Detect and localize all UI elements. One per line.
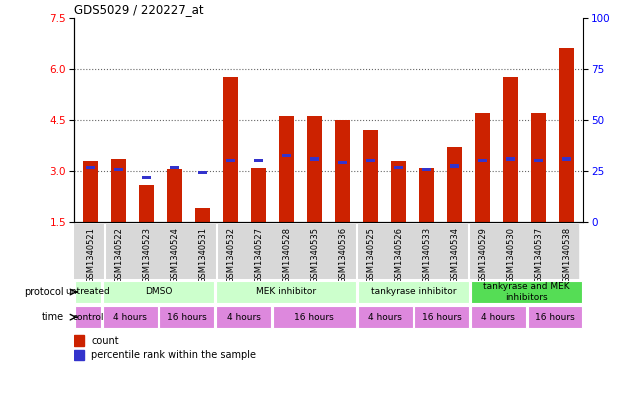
Bar bbox=[83, 161, 98, 222]
Bar bbox=[198, 171, 207, 174]
Bar bbox=[562, 157, 571, 161]
Bar bbox=[167, 169, 182, 222]
Bar bbox=[195, 208, 210, 222]
Text: 4 hours: 4 hours bbox=[481, 313, 515, 321]
Text: count: count bbox=[92, 336, 119, 345]
Bar bbox=[254, 159, 263, 162]
Bar bbox=[139, 185, 154, 222]
Bar bbox=[74, 335, 85, 346]
Bar bbox=[74, 306, 101, 329]
Bar bbox=[170, 166, 179, 169]
Text: time: time bbox=[42, 312, 63, 322]
Bar bbox=[111, 159, 126, 222]
Bar bbox=[223, 77, 238, 222]
Bar bbox=[272, 306, 356, 329]
Bar bbox=[559, 48, 574, 222]
Bar bbox=[358, 306, 413, 329]
Text: GSM1340531: GSM1340531 bbox=[198, 227, 207, 283]
Bar bbox=[394, 166, 403, 169]
Bar bbox=[531, 113, 546, 222]
Bar bbox=[363, 130, 378, 222]
Text: GSM1340529: GSM1340529 bbox=[478, 227, 487, 283]
Text: GSM1340532: GSM1340532 bbox=[226, 227, 235, 283]
Bar bbox=[422, 167, 431, 171]
Text: GSM1340534: GSM1340534 bbox=[450, 227, 459, 283]
Bar bbox=[358, 281, 469, 303]
Bar bbox=[279, 116, 294, 222]
Bar bbox=[534, 159, 543, 162]
Bar bbox=[86, 166, 95, 169]
Bar bbox=[74, 281, 101, 303]
Bar bbox=[216, 306, 271, 329]
Bar bbox=[335, 120, 350, 222]
Bar bbox=[471, 281, 583, 303]
Text: GSM1340538: GSM1340538 bbox=[562, 227, 571, 283]
Text: percentile rank within the sample: percentile rank within the sample bbox=[92, 351, 256, 360]
Bar bbox=[310, 157, 319, 161]
Text: GSM1340526: GSM1340526 bbox=[394, 227, 403, 283]
Bar bbox=[338, 161, 347, 164]
Bar bbox=[419, 167, 434, 222]
Bar bbox=[414, 306, 469, 329]
Bar bbox=[216, 281, 356, 303]
Bar bbox=[114, 167, 123, 171]
Bar bbox=[447, 147, 462, 222]
Bar bbox=[366, 159, 375, 162]
Text: control: control bbox=[72, 313, 104, 321]
Bar bbox=[103, 306, 158, 329]
Text: DMSO: DMSO bbox=[145, 288, 172, 296]
Text: GSM1340536: GSM1340536 bbox=[338, 227, 347, 283]
Bar bbox=[251, 167, 266, 222]
Bar bbox=[307, 116, 322, 222]
Text: 16 hours: 16 hours bbox=[294, 313, 334, 321]
Text: GDS5029 / 220227_at: GDS5029 / 220227_at bbox=[74, 4, 203, 17]
Text: GSM1340537: GSM1340537 bbox=[534, 227, 543, 283]
Text: GSM1340528: GSM1340528 bbox=[282, 227, 291, 283]
Text: GSM1340535: GSM1340535 bbox=[310, 227, 319, 283]
Text: MEK inhibitor: MEK inhibitor bbox=[256, 288, 316, 296]
Text: GSM1340523: GSM1340523 bbox=[142, 227, 151, 283]
Text: GSM1340533: GSM1340533 bbox=[422, 227, 431, 283]
Bar bbox=[391, 161, 406, 222]
Text: protocol: protocol bbox=[24, 287, 63, 297]
Bar bbox=[478, 159, 487, 162]
Bar bbox=[226, 159, 235, 162]
Text: GSM1340522: GSM1340522 bbox=[114, 227, 123, 283]
Text: GSM1340527: GSM1340527 bbox=[254, 227, 263, 283]
Text: 4 hours: 4 hours bbox=[368, 313, 402, 321]
Text: tankyrase and MEK
inhibitors: tankyrase and MEK inhibitors bbox=[483, 282, 570, 302]
Text: GSM1340525: GSM1340525 bbox=[366, 227, 375, 283]
Bar bbox=[471, 306, 526, 329]
Text: tankyrase inhibitor: tankyrase inhibitor bbox=[370, 288, 456, 296]
Bar bbox=[103, 281, 215, 303]
Text: 16 hours: 16 hours bbox=[167, 313, 207, 321]
Text: 16 hours: 16 hours bbox=[422, 313, 462, 321]
Bar bbox=[74, 350, 85, 360]
Text: GSM1340521: GSM1340521 bbox=[86, 227, 95, 283]
Text: 4 hours: 4 hours bbox=[113, 313, 147, 321]
Bar bbox=[503, 77, 518, 222]
Text: 16 hours: 16 hours bbox=[535, 313, 575, 321]
Bar bbox=[282, 154, 291, 157]
Bar bbox=[506, 157, 515, 161]
Bar bbox=[450, 164, 459, 167]
Bar bbox=[528, 306, 583, 329]
Bar bbox=[160, 306, 215, 329]
Bar bbox=[475, 113, 490, 222]
Text: untreated: untreated bbox=[65, 288, 110, 296]
Text: GSM1340530: GSM1340530 bbox=[506, 227, 515, 283]
Bar bbox=[142, 176, 151, 180]
Text: GSM1340524: GSM1340524 bbox=[170, 227, 179, 283]
Text: 4 hours: 4 hours bbox=[227, 313, 260, 321]
